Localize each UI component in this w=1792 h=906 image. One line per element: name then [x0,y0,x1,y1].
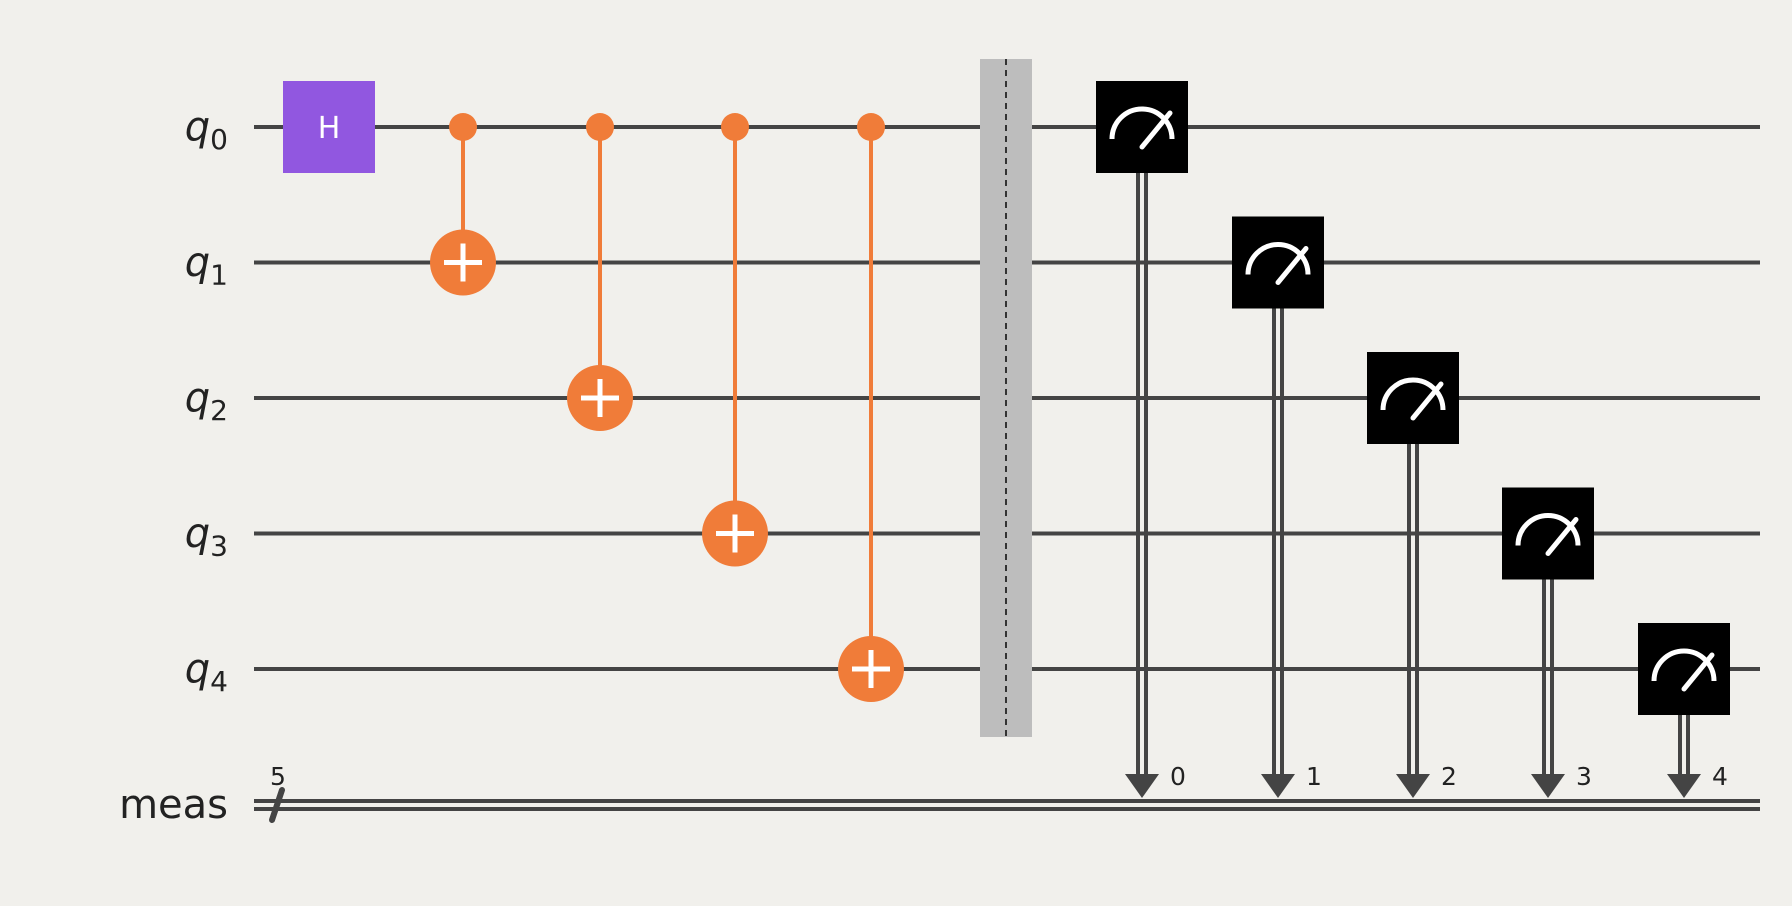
meter-icon-arc [1380,377,1446,411]
measure-arrow-4 [1667,774,1701,798]
h-gate [283,81,375,173]
qubit-label-3: q3 [185,511,228,563]
measure-gate-4 [1638,623,1730,715]
measure-arrow-2 [1396,774,1430,798]
meter-icon-needle [1139,110,1173,150]
measure-arrow-0 [1125,774,1159,798]
meter-icon-needle [1545,517,1579,556]
h-gate-label: H [318,111,341,146]
clbit-label-0: 0 [1170,762,1186,791]
measure-gate-0 [1096,81,1188,173]
qubit-label-index: 1 [210,259,228,292]
measure-arrow-3 [1531,774,1565,798]
qubit-label-0: q0 [185,104,228,156]
qubit-label-name: q [185,240,210,286]
qubit-label-name: q [185,104,210,150]
register-size-slash [269,787,285,823]
qubit-label-index: 3 [210,530,228,563]
classical-register-label: meas [119,782,228,828]
cx-control-dot-4 [857,113,885,141]
meter-icon-needle [1410,381,1444,421]
meter-icon-arc [1515,513,1581,546]
meter-icon-arc [1651,648,1717,682]
clbit-label-1: 1 [1306,762,1322,791]
clbit-label-3: 3 [1576,762,1592,791]
measure-gate-3 [1502,487,1594,580]
qubit-label-name: q [185,511,210,557]
qubit-label-2: q2 [185,375,228,427]
measure-gate-2 [1367,352,1459,444]
measure-gate-1 [1232,216,1324,309]
cx-control-dot-2 [586,113,614,141]
qubit-label-index: 4 [210,665,228,698]
measure-arrow-1 [1261,774,1295,798]
cx-control-dot-3 [721,113,749,141]
meter-icon-arc [1109,106,1175,140]
qubit-label-1: q1 [185,240,228,292]
clbit-label-2: 2 [1441,762,1457,791]
meter-icon-arc [1245,242,1311,275]
qubit-label-index: 0 [210,123,228,156]
clbit-label-4: 4 [1712,762,1728,791]
qubit-label-4: q4 [185,646,228,698]
qubit-label-index: 2 [210,394,228,427]
meter-icon-needle [1681,652,1715,692]
meter-icon-needle [1275,246,1309,285]
register-size-label: 5 [270,762,286,791]
qubit-label-name: q [185,646,210,692]
cx-control-dot-1 [449,113,477,141]
qubit-label-name: q [185,375,210,421]
